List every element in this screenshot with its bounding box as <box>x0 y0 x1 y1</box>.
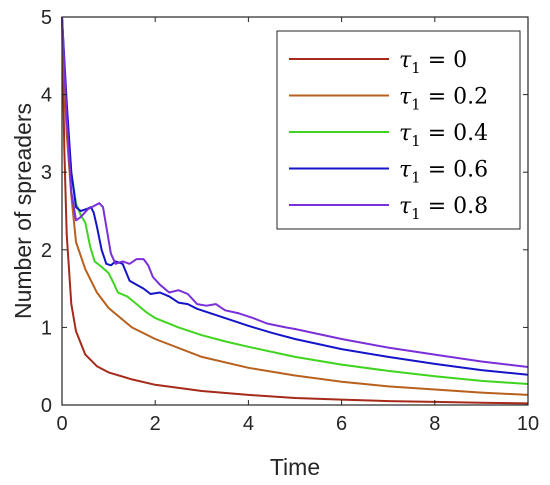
legend-label: τ1 = 0.4 <box>399 121 488 150</box>
legend-entry-1: τ1 = 0 <box>289 48 467 77</box>
x-tick-label: 6 <box>336 413 347 435</box>
legend-symbol: τ <box>399 158 412 183</box>
legend-symbol: τ <box>399 85 412 110</box>
legend-symbol: τ <box>399 121 412 146</box>
legend: τ1 = 0τ1 = 0.2τ1 = 0.4τ1 = 0.6τ1 = 0.8 <box>276 30 521 230</box>
y-tick-label: 3 <box>41 162 52 184</box>
y-axis-label: Number of spreaders <box>10 103 36 319</box>
legend-entry-2: τ1 = 0.2 <box>289 85 488 114</box>
series-line-1 <box>61 16 529 405</box>
legend-entry-5: τ1 = 0.8 <box>289 194 488 223</box>
legend-subscript: 1 <box>411 59 421 77</box>
legend-value: = 0 <box>421 48 467 73</box>
x-tick-label: 2 <box>150 413 161 435</box>
legend-subscript: 1 <box>411 96 421 114</box>
legend-symbol: τ <box>399 194 412 219</box>
x-tick-label: 4 <box>243 413 254 435</box>
legend-label: τ1 = 0.2 <box>399 85 488 114</box>
legend-value: = 0.6 <box>421 158 488 183</box>
legend-entry-3: τ1 = 0.4 <box>289 121 488 150</box>
legend-label: τ1 = 0 <box>399 48 467 77</box>
y-tick-label: 0 <box>41 395 52 417</box>
y-tick-label: 5 <box>41 7 52 29</box>
legend-box <box>276 30 521 230</box>
legend-label: τ1 = 0.8 <box>399 194 488 223</box>
legend-subscript: 1 <box>411 169 421 187</box>
x-tick-label: 10 <box>517 413 539 435</box>
series-line-5 <box>61 16 529 368</box>
plot-frame <box>61 16 529 406</box>
legend-value: = 0.2 <box>421 85 488 110</box>
legend-label: τ1 = 0.6 <box>399 158 488 187</box>
legend-value: = 0.4 <box>421 121 488 146</box>
legend-value: = 0.8 <box>421 194 488 219</box>
series-layer <box>61 16 529 405</box>
legend-entry-4: τ1 = 0.6 <box>289 158 488 187</box>
y-tick-label: 1 <box>41 317 52 339</box>
x-tick-label: 0 <box>56 413 67 435</box>
legend-subscript: 1 <box>411 132 421 150</box>
y-tick-label: 2 <box>41 240 52 262</box>
x-tick-label: 8 <box>429 413 440 435</box>
x-axis-label: Time <box>270 454 320 480</box>
legend-subscript: 1 <box>411 205 421 223</box>
ticks-layer: 0 2 4 6 8 10 0 1 2 3 4 5 <box>41 7 539 435</box>
y-tick-label: 4 <box>41 85 52 107</box>
legend-symbol: τ <box>399 48 412 73</box>
